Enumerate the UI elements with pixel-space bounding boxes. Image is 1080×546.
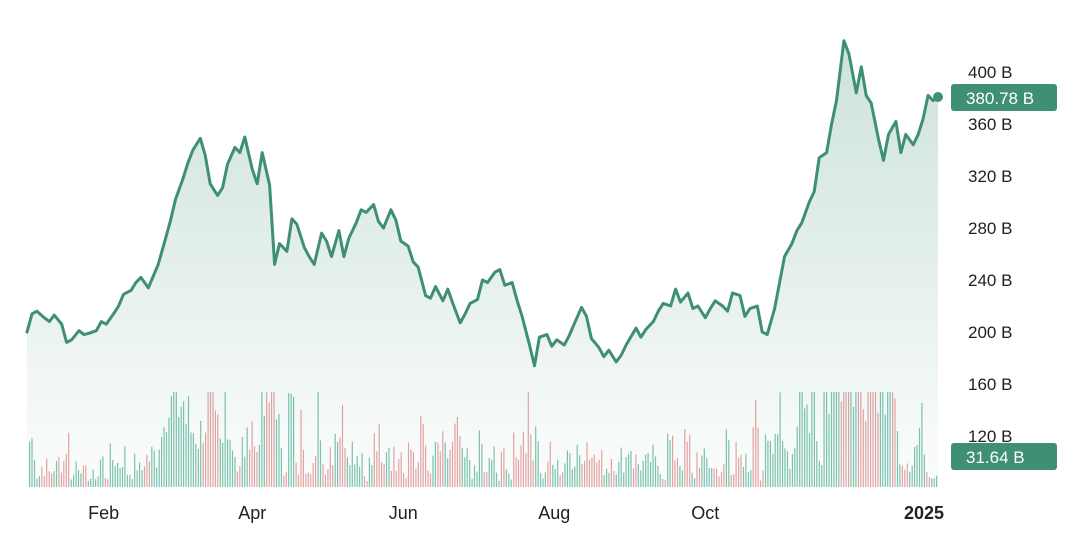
y-tick-label: 400 B	[968, 63, 1012, 82]
y-tick-label: 200 B	[968, 323, 1012, 342]
current-value-badge: 380.78 B	[951, 84, 1057, 111]
x-tick-label: 2025	[904, 503, 944, 523]
x-tick-label: Feb	[88, 503, 119, 523]
y-tick-label: 280 B	[968, 219, 1012, 238]
price-area-fill	[27, 40, 938, 488]
y-tick-label: 160 B	[968, 375, 1012, 394]
y-tick-label: 240 B	[968, 271, 1012, 290]
current-value-label: 380.78 B	[966, 89, 1034, 108]
x-axis: Feb Apr Jun Aug Oct 2025	[88, 503, 944, 523]
x-tick-label: Aug	[538, 503, 570, 523]
x-tick-label: Apr	[238, 503, 266, 523]
last-price-dot	[933, 92, 943, 102]
volume-value-label: 31.64 B	[966, 448, 1025, 467]
y-tick-label: 320 B	[968, 167, 1012, 186]
y-axis: 120 B 160 B 200 B 240 B 280 B 320 B 360 B 400 B	[968, 63, 1012, 446]
y-tick-label: 120 B	[968, 427, 1012, 446]
y-tick-label: 360 B	[968, 115, 1012, 134]
x-tick-label: Jun	[389, 503, 418, 523]
price-line	[25, 39, 940, 368]
x-tick-label: Oct	[691, 503, 719, 523]
volume-value-badge: 31.64 B	[951, 443, 1057, 470]
